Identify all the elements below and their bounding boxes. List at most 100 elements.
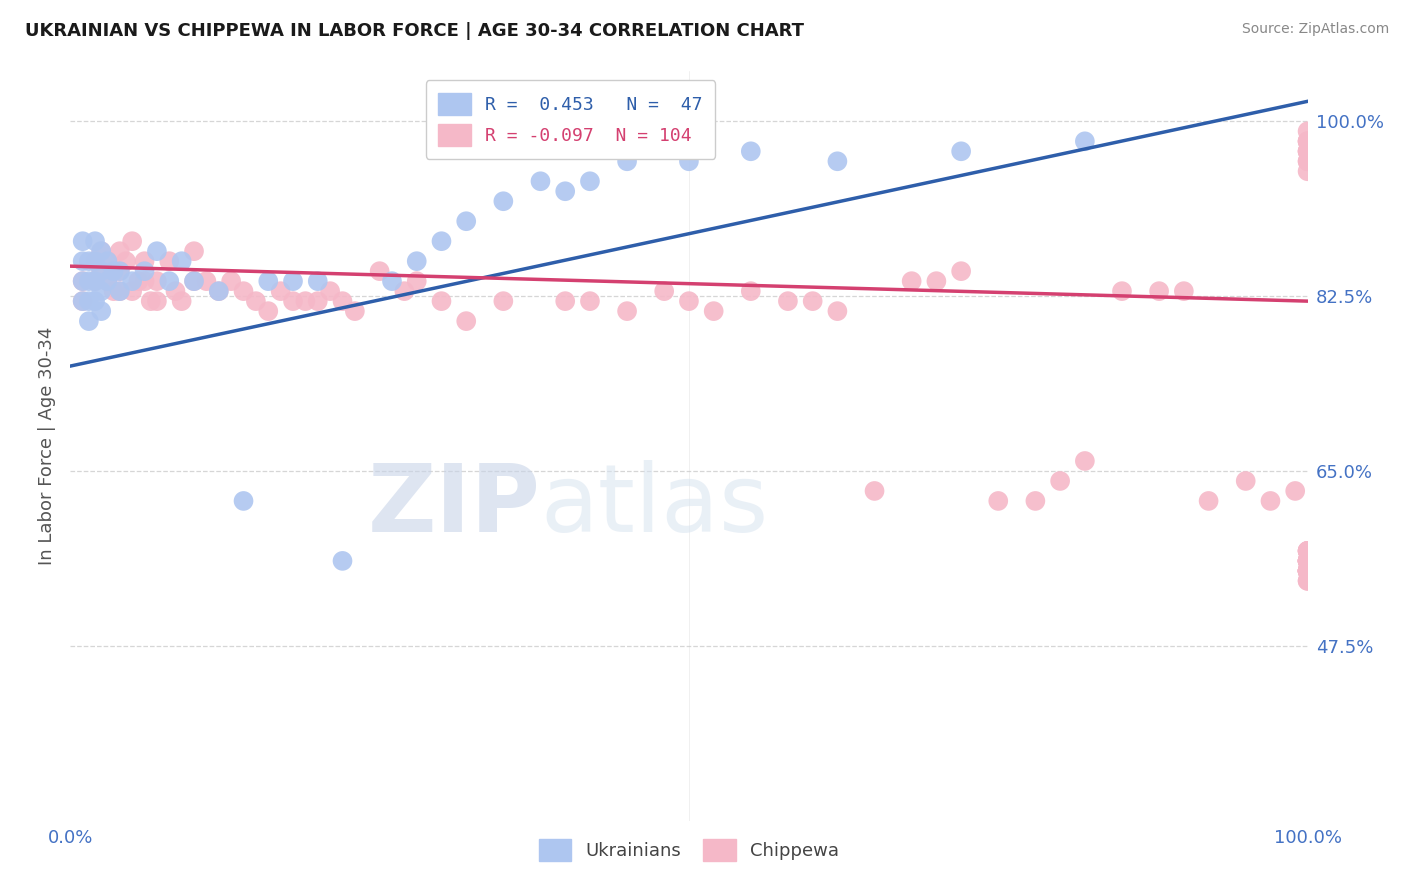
Point	[72, 294, 94, 309]
Text: UKRAINIAN VS CHIPPEWA IN LABOR FORCE | AGE 30-34 CORRELATION CHART: UKRAINIAN VS CHIPPEWA IN LABOR FORCE | A…	[25, 22, 804, 40]
Point	[1296, 564, 1319, 578]
Point	[1198, 494, 1220, 508]
Point	[1296, 134, 1319, 148]
Point	[332, 294, 354, 309]
Point	[1296, 564, 1319, 578]
Point	[134, 254, 156, 268]
Point	[394, 284, 416, 298]
Point	[121, 274, 143, 288]
Point	[1296, 145, 1319, 159]
Point	[987, 494, 1010, 508]
Point	[183, 244, 205, 259]
Point	[1074, 454, 1097, 468]
Point	[1296, 554, 1319, 568]
Point	[1296, 564, 1319, 578]
Point	[554, 294, 576, 309]
Point	[108, 264, 131, 278]
Point	[456, 314, 478, 328]
Point	[183, 274, 205, 288]
Point	[84, 254, 107, 268]
Point	[616, 154, 638, 169]
Y-axis label: In Labor Force | Age 30-34: In Labor Force | Age 30-34	[38, 326, 56, 566]
Point	[77, 294, 100, 309]
Text: Source: ZipAtlas.com: Source: ZipAtlas.com	[1241, 22, 1389, 37]
Point	[72, 254, 94, 268]
Point	[827, 154, 849, 169]
Point	[127, 274, 149, 288]
Point	[1296, 574, 1319, 588]
Point	[77, 314, 100, 328]
Point	[115, 254, 138, 268]
Point	[77, 274, 100, 288]
Point	[368, 264, 391, 278]
Point	[103, 284, 125, 298]
Point	[108, 284, 131, 298]
Point	[1296, 544, 1319, 558]
Point	[281, 294, 304, 309]
Point	[492, 194, 515, 209]
Point	[90, 244, 112, 259]
Point	[134, 264, 156, 278]
Point	[84, 274, 107, 288]
Point	[343, 304, 366, 318]
Point	[90, 284, 112, 298]
Point	[1296, 554, 1319, 568]
Point	[1284, 483, 1306, 498]
Point	[1296, 154, 1319, 169]
Point	[381, 274, 404, 288]
Point	[146, 294, 169, 309]
Point	[294, 294, 316, 309]
Point	[146, 274, 169, 288]
Point	[529, 174, 551, 188]
Point	[1296, 554, 1319, 568]
Point	[950, 264, 973, 278]
Point	[90, 244, 112, 259]
Point	[103, 264, 125, 278]
Point	[1074, 134, 1097, 148]
Point	[554, 184, 576, 198]
Point	[1296, 554, 1319, 568]
Point	[616, 304, 638, 318]
Point	[1296, 564, 1319, 578]
Point	[257, 274, 280, 288]
Point	[72, 234, 94, 248]
Point	[219, 274, 242, 288]
Point	[430, 294, 453, 309]
Point	[678, 294, 700, 309]
Point	[1296, 164, 1319, 178]
Point	[1296, 145, 1319, 159]
Point	[430, 234, 453, 248]
Point	[1260, 494, 1282, 508]
Point	[1296, 145, 1319, 159]
Point	[183, 274, 205, 288]
Point	[1296, 554, 1319, 568]
Point	[1296, 554, 1319, 568]
Point	[232, 494, 254, 508]
Point	[90, 264, 112, 278]
Point	[1024, 494, 1046, 508]
Point	[332, 554, 354, 568]
Point	[1296, 544, 1319, 558]
Point	[1296, 564, 1319, 578]
Point	[170, 254, 193, 268]
Point	[157, 254, 180, 268]
Point	[1111, 284, 1133, 298]
Point	[925, 274, 948, 288]
Point	[108, 264, 131, 278]
Point	[776, 294, 799, 309]
Point	[319, 284, 342, 298]
Point	[84, 234, 107, 248]
Point	[678, 154, 700, 169]
Point	[90, 264, 112, 278]
Point	[307, 294, 329, 309]
Point	[139, 294, 162, 309]
Point	[96, 254, 118, 268]
Point	[195, 274, 218, 288]
Point	[1049, 474, 1071, 488]
Point	[405, 254, 427, 268]
Point	[740, 145, 762, 159]
Point	[1234, 474, 1257, 488]
Point	[121, 284, 143, 298]
Point	[96, 274, 118, 288]
Point	[146, 244, 169, 259]
